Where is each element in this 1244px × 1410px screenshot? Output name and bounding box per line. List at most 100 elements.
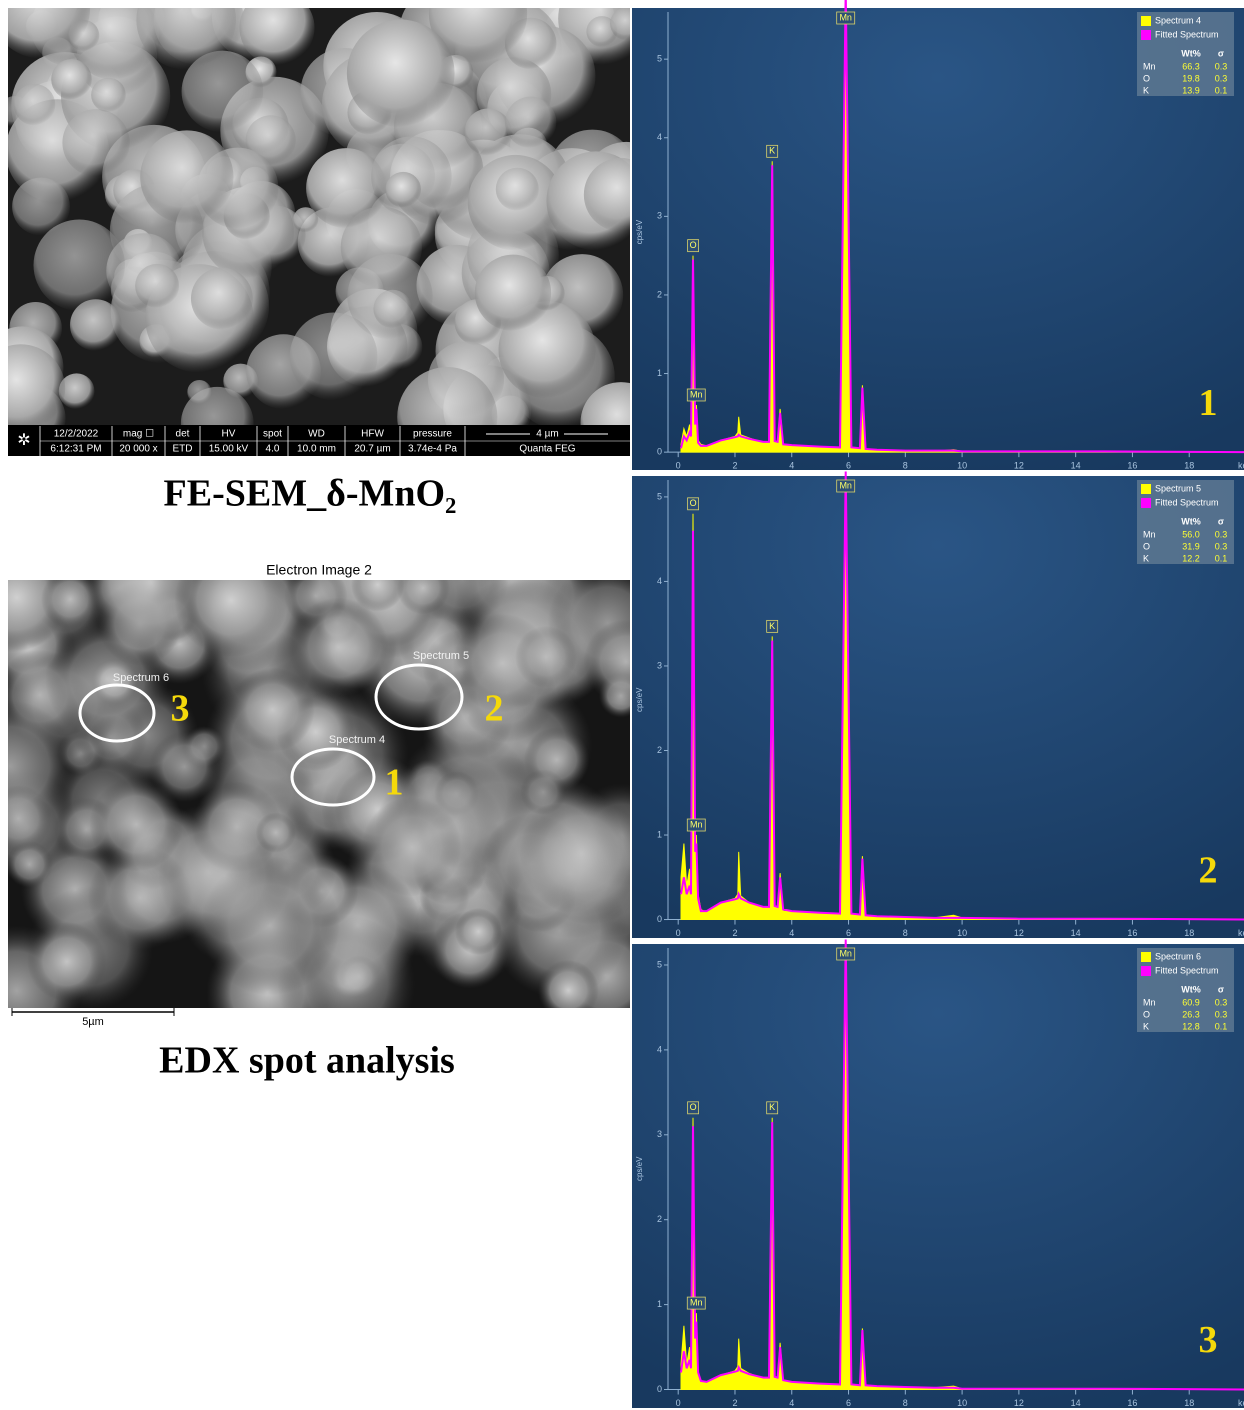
x-axis-label: keV: [1238, 461, 1244, 471]
y-tick-label: 0: [657, 447, 662, 457]
particle: [538, 960, 599, 1021]
particle: [385, 172, 421, 208]
spot-label: Spectrum 6: [113, 672, 169, 684]
legend-label: Fitted Spectrum: [1155, 965, 1219, 975]
instrument-icon: ✲: [17, 432, 30, 449]
x-tick-label: 4: [789, 461, 794, 471]
particle: [174, 544, 287, 657]
peak-label: O: [690, 240, 697, 250]
x-tick-label: 2: [732, 1398, 737, 1408]
particle: [230, 667, 315, 752]
table-element: O: [1143, 541, 1150, 551]
y-tick-label: 3: [657, 1129, 662, 1139]
table-element: Mn: [1143, 997, 1156, 1007]
particle: [347, 20, 455, 128]
particle: [135, 264, 179, 308]
x-tick-label: 0: [676, 1398, 681, 1408]
table-value: 0.1: [1215, 85, 1228, 95]
x-tick-label: 12: [1014, 461, 1024, 471]
table-value: 66.3: [1182, 61, 1200, 71]
table-element: Mn: [1143, 529, 1156, 539]
edx-spectrum-chart: 012345024681012141618keVcps/eVOMnKMnSpec…: [632, 472, 1244, 939]
edx-spectrum-chart: 012345024681012141618keVcps/eVOMnKMnSpec…: [632, 940, 1244, 1409]
edx-caption: EDX spot analysis: [159, 1040, 455, 1082]
particle: [293, 207, 318, 232]
table-element: K: [1143, 1021, 1149, 1031]
peak-label: Mn: [690, 1297, 703, 1307]
x-tick-label: 12: [1014, 928, 1024, 938]
x-tick-label: 10: [957, 461, 967, 471]
peak-label: Mn: [839, 948, 852, 958]
legend-label: Spectrum 4: [1155, 15, 1201, 25]
edx-spectrum-chart: 012345024681012141618keVcps/eVOMnKMnSpec…: [632, 0, 1244, 471]
table-value: 0.3: [1215, 1009, 1228, 1019]
table-value: 60.9: [1182, 997, 1200, 1007]
x-tick-label: 0: [676, 461, 681, 471]
table-value: 12.2: [1182, 553, 1200, 563]
legend-swatch: [1141, 966, 1151, 976]
y-tick-label: 0: [657, 1384, 662, 1394]
x-axis-label: keV: [1238, 1398, 1244, 1408]
table-value: 56.0: [1182, 529, 1200, 539]
legend-swatch: [1141, 952, 1151, 962]
x-tick-label: 10: [957, 1398, 967, 1408]
x-tick-label: 2: [732, 461, 737, 471]
scale-bar-label: 5µm: [82, 1016, 104, 1028]
peak-label: Mn: [690, 389, 703, 399]
legend-swatch: [1141, 16, 1151, 26]
y-axis-label: cps/eV: [635, 219, 644, 244]
y-tick-label: 0: [657, 914, 662, 924]
x-tick-label: 16: [1127, 461, 1137, 471]
table-value: 13.9: [1182, 85, 1200, 95]
x-tick-label: 2: [732, 928, 737, 938]
x-tick-label: 0: [676, 928, 681, 938]
x-tick-label: 12: [1014, 1398, 1024, 1408]
peak-label: K: [769, 1102, 775, 1112]
info-value: 4.0: [266, 444, 280, 455]
info-value: 20 000 x: [119, 444, 157, 455]
edx-spectra: 012345024681012141618keVcps/eVOMnKMnSpec…: [632, 0, 1244, 1408]
peak-label: O: [690, 498, 697, 508]
table-header: σ: [1218, 984, 1224, 994]
peak-label: O: [690, 1102, 697, 1112]
info-value: 10.0 mm: [297, 444, 336, 455]
table-value: 0.3: [1215, 73, 1228, 83]
legend-label: Spectrum 5: [1155, 483, 1201, 493]
x-tick-label: 14: [1071, 461, 1081, 471]
particle: [14, 84, 56, 126]
table-header: σ: [1218, 516, 1224, 526]
y-tick-label: 3: [657, 660, 662, 670]
particle: [27, 922, 106, 1001]
spot-number: 2: [485, 688, 504, 730]
x-tick-label: 6: [846, 1398, 851, 1408]
y-tick-label: 2: [657, 1214, 662, 1224]
y-tick-label: 4: [657, 576, 662, 586]
table-header: σ: [1218, 48, 1224, 58]
panel-label: 3: [1199, 1319, 1218, 1361]
info-value: ETD: [173, 444, 193, 455]
y-tick-label: 5: [657, 959, 662, 969]
y-tick-label: 2: [657, 289, 662, 299]
table-element: K: [1143, 553, 1149, 563]
table-header: Wt%: [1181, 984, 1201, 994]
table-header: Wt%: [1181, 516, 1201, 526]
particle: [34, 219, 125, 310]
particle: [373, 290, 411, 328]
y-tick-label: 1: [657, 829, 662, 839]
table-element: K: [1143, 85, 1149, 95]
table-value: 0.3: [1215, 61, 1228, 71]
x-tick-label: 16: [1127, 1398, 1137, 1408]
y-axis-label: cps/eV: [635, 1156, 644, 1181]
peak-label: Mn: [690, 819, 703, 829]
info-label: HV: [222, 429, 236, 440]
particle: [515, 626, 577, 688]
y-tick-label: 4: [657, 132, 662, 142]
spot-number: 3: [171, 688, 190, 730]
table-element: O: [1143, 1009, 1150, 1019]
x-tick-label: 6: [846, 461, 851, 471]
table-value: 0.3: [1215, 997, 1228, 1007]
table-value: 0.3: [1215, 541, 1228, 551]
panel-label: 2: [1199, 849, 1218, 891]
y-tick-label: 1: [657, 1299, 662, 1309]
x-tick-label: 10: [957, 928, 967, 938]
